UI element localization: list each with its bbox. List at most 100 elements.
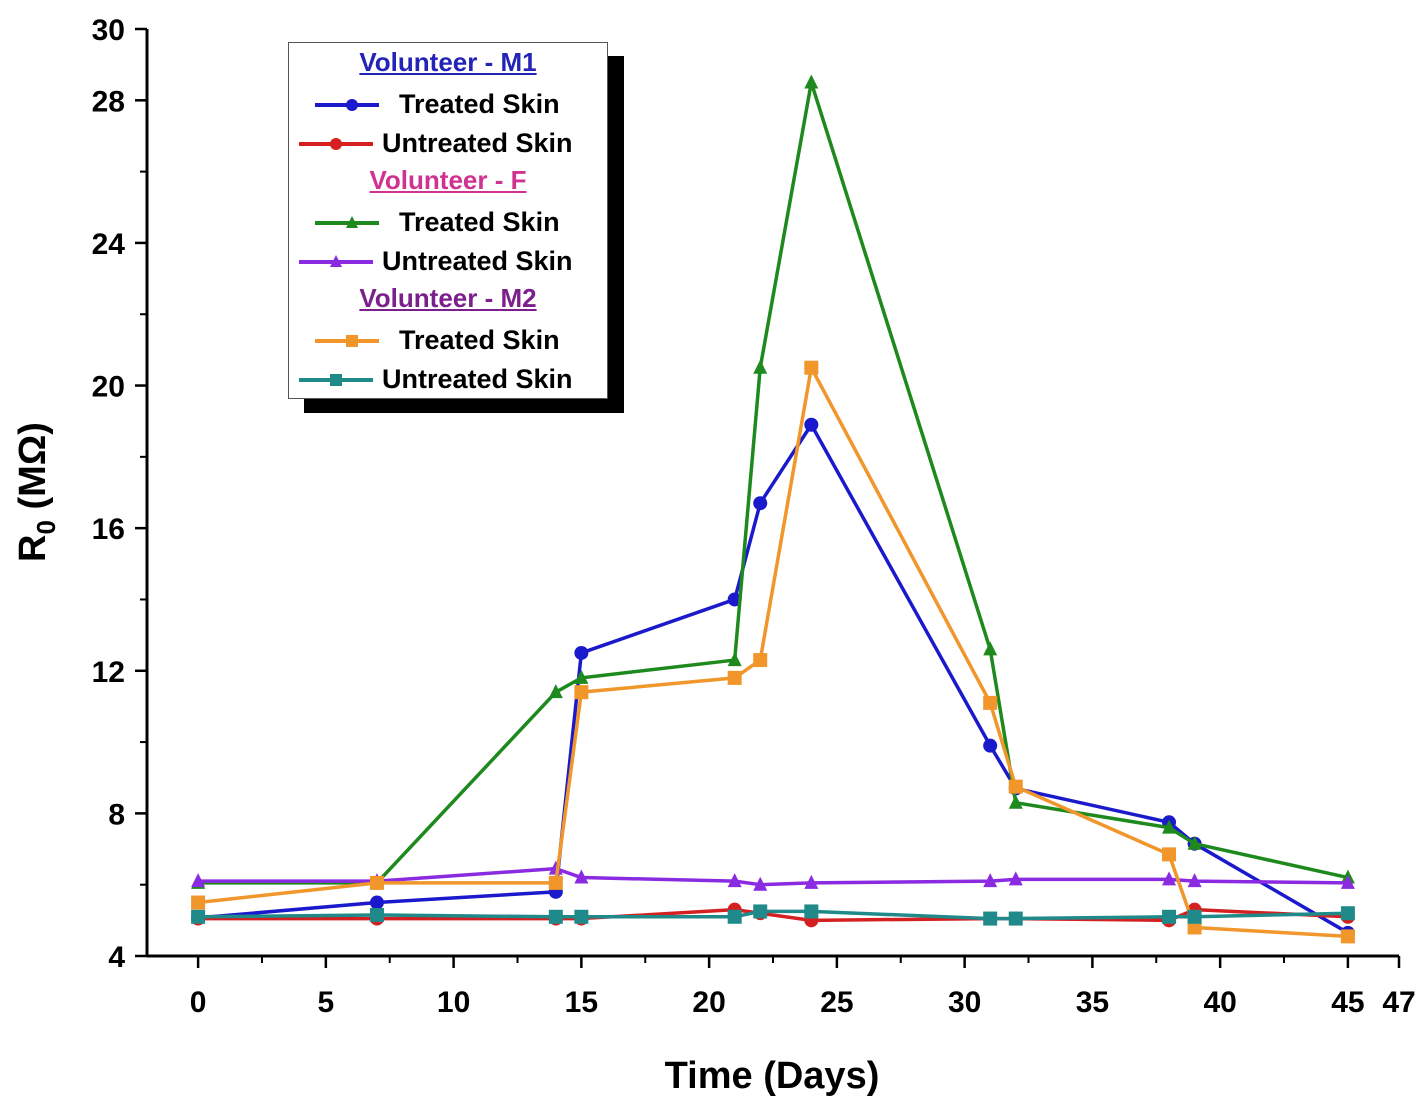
data-point (574, 645, 589, 660)
data-point (804, 874, 819, 889)
data-point (1008, 779, 1023, 794)
data-point (574, 909, 589, 924)
data-point (574, 869, 589, 884)
data-point (369, 895, 384, 910)
y-tick-label: 16 (92, 513, 125, 546)
data-point (727, 873, 742, 888)
data-point (1162, 871, 1177, 886)
legend-label: Untreated Skin (382, 246, 573, 276)
data-point (1162, 819, 1177, 834)
data-point (804, 904, 819, 919)
data-point (753, 876, 768, 891)
legend-item: Untreated Skin (289, 244, 607, 280)
data-point (1162, 909, 1177, 924)
legend-label: Untreated Skin (382, 364, 573, 394)
legend-group-title: Volunteer - M1 (359, 47, 537, 77)
x-tick-label: 30 (948, 986, 981, 1019)
series-line (198, 866, 1348, 887)
data-point (548, 875, 563, 890)
y-tick-label: 24 (92, 228, 126, 261)
data-point (727, 670, 742, 685)
series-lines (191, 74, 1355, 944)
data-point (727, 909, 742, 924)
x-tick-label: 40 (1203, 986, 1236, 1019)
data-point (1340, 929, 1355, 944)
y-tick-label: 20 (92, 371, 125, 404)
data-point (369, 907, 384, 922)
legend-item: Untreated Skin (289, 362, 607, 398)
x-tick-label: 45 (1331, 986, 1364, 1019)
data-point (753, 653, 768, 668)
data-point (1187, 873, 1202, 888)
x-tick-label: 20 (692, 986, 725, 1019)
data-point (1340, 874, 1355, 889)
y-axis-label-subscript: 0 (31, 520, 61, 534)
y-tick-label: 4 (108, 941, 125, 974)
data-point (191, 873, 206, 888)
data-point (727, 652, 742, 667)
series-0 (191, 417, 1355, 940)
data-point (1340, 906, 1355, 921)
data-point (983, 641, 998, 656)
data-point (346, 99, 358, 111)
data-point (1008, 794, 1023, 809)
data-point (753, 496, 768, 511)
data-point (1162, 847, 1177, 862)
x-tick-label: 15 (565, 986, 598, 1019)
legend: Volunteer - M1 Treated Skin Untreated Skin… (288, 42, 608, 399)
legend-label: Untreated Skin (382, 128, 573, 158)
y-axis-label: R0 (MΩ) (12, 422, 61, 562)
data-point (548, 909, 563, 924)
data-point (191, 909, 206, 924)
data-point (1187, 909, 1202, 924)
data-point (330, 255, 342, 267)
legend-group-title: Volunteer - M2 (359, 283, 537, 313)
x-tick-label: 35 (1076, 986, 1109, 1019)
data-point (574, 669, 589, 684)
legend-item: Treated Skin (289, 87, 607, 123)
data-point (804, 360, 819, 375)
data-point (346, 216, 358, 228)
x-tick-label: 10 (437, 986, 470, 1019)
x-tick-label: 47 (1382, 986, 1415, 1019)
data-point (1187, 835, 1202, 850)
data-point (191, 895, 206, 910)
data-point (753, 359, 768, 374)
legend-label: Treated Skin (399, 89, 560, 119)
data-point (1187, 920, 1202, 935)
data-point (346, 335, 358, 347)
y-tick-label: 30 (92, 14, 125, 47)
data-point (330, 374, 342, 386)
data-point (574, 685, 589, 700)
data-point (369, 875, 384, 890)
y-tick-label: 8 (108, 798, 125, 831)
legend-label: Treated Skin (399, 325, 560, 355)
y-axis-label-main: R (12, 535, 54, 562)
data-point (330, 138, 342, 150)
data-point (983, 873, 998, 888)
data-point (1008, 911, 1023, 926)
data-point (983, 911, 998, 926)
data-point (804, 417, 819, 432)
y-axis-label-unit: (MΩ) (12, 422, 54, 520)
data-point (548, 860, 563, 875)
x-tick-label: 25 (820, 986, 853, 1019)
legend-label: Treated Skin (399, 207, 560, 237)
data-point (983, 738, 998, 753)
x-tick-label: 0 (190, 986, 207, 1019)
axes: 0 5 10 15 20 25 30 35 40 45 47 4 8 12 16 20 24 28 30 (92, 14, 1416, 1019)
legend-item: Treated Skin (289, 205, 607, 241)
legend-item: Treated Skin (289, 323, 607, 359)
data-point (548, 684, 563, 699)
series-3 (191, 860, 1355, 891)
x-tick-label: 5 (318, 986, 335, 1019)
series-4 (191, 360, 1355, 944)
y-tick-label: 12 (92, 656, 125, 689)
series-line (197, 365, 1348, 939)
x-axis-label: Time (Days) (665, 1055, 880, 1097)
data-point (1008, 871, 1023, 886)
data-point (983, 695, 998, 710)
legend-group-title: Volunteer - F (369, 165, 527, 195)
series-5 (191, 904, 1355, 926)
